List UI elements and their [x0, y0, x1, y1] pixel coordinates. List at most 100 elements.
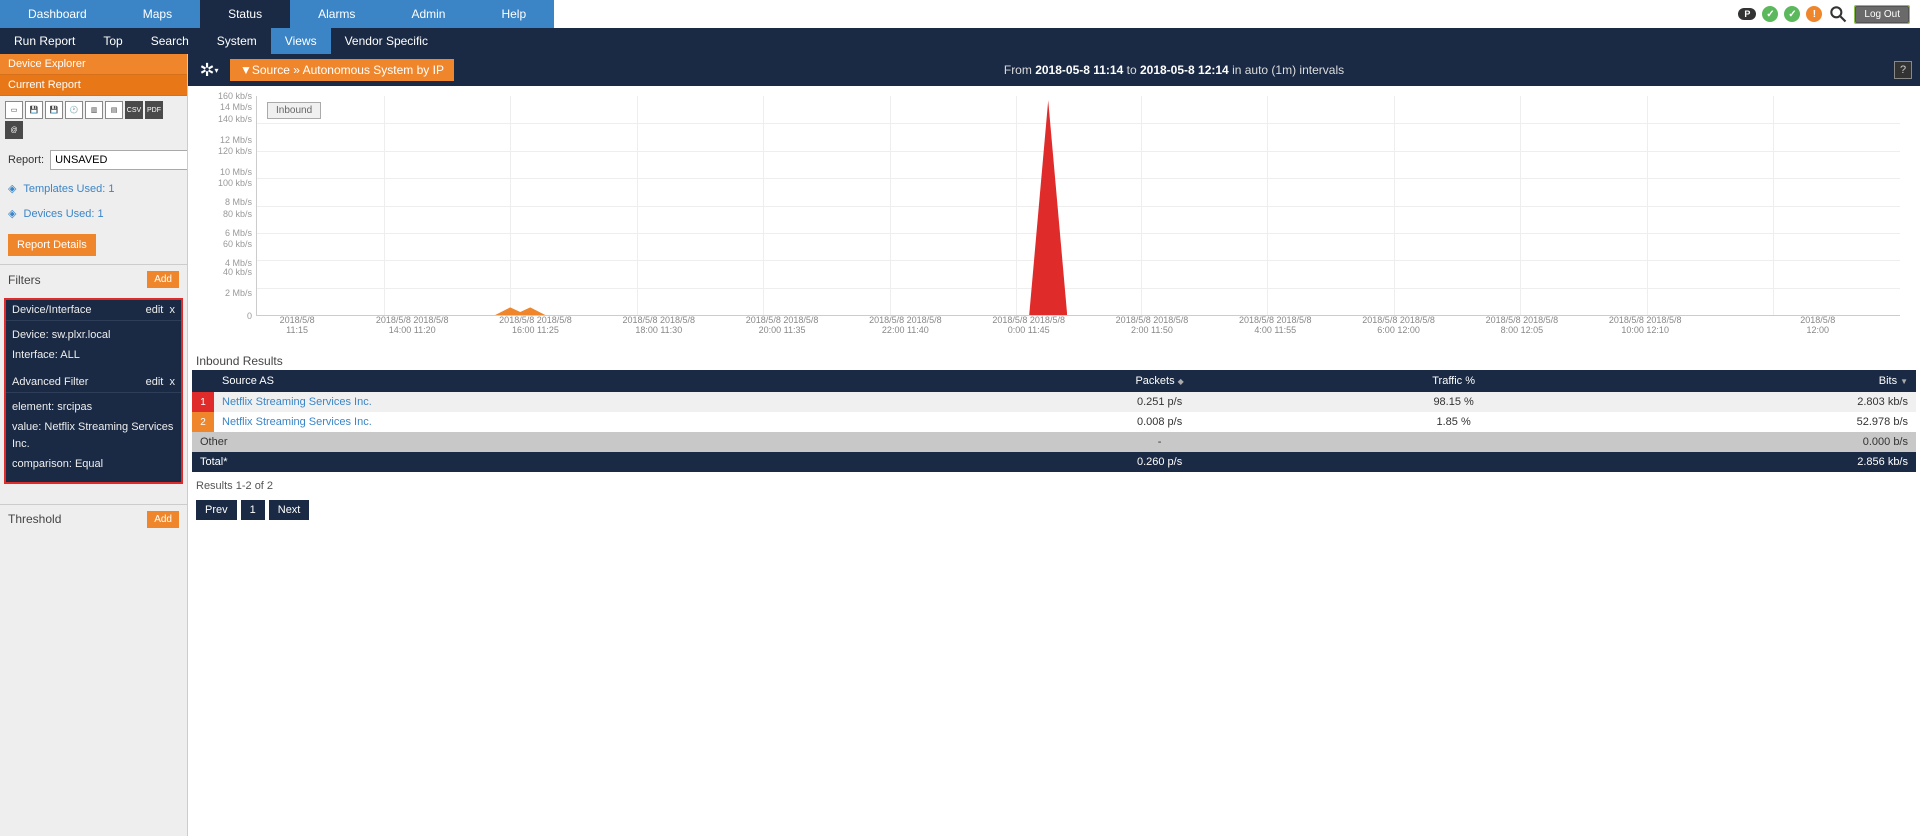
- source-as-link[interactable]: Netflix Streaming Services Inc.: [214, 392, 1006, 412]
- toolbar-icon-6[interactable]: CSV: [125, 101, 143, 119]
- cell-bits: 2.803 kb/s: [1594, 392, 1916, 412]
- col-index: [192, 370, 214, 392]
- chart-plot: Inbound: [256, 96, 1900, 316]
- toolbar-icon-8[interactable]: @: [5, 121, 23, 139]
- help-icon[interactable]: ?: [1894, 61, 1912, 79]
- tab-maps[interactable]: Maps: [115, 0, 200, 28]
- y-tick: 140 kb/s: [208, 114, 252, 124]
- chart-x-axis: 2018/5/811:152018/5/8 2018/5/814:00 11:2…: [256, 316, 1900, 344]
- device-explorer-header[interactable]: Device Explorer: [0, 54, 187, 75]
- filter1-edit-link[interactable]: edit: [146, 304, 164, 316]
- x-tick: 2018/5/8 2018/5/82:00 11:50: [1116, 316, 1189, 336]
- x-tick: 2018/5/8 2018/5/86:00 12:00: [1362, 316, 1435, 336]
- row-index: 1: [192, 392, 214, 412]
- col-traffic[interactable]: Traffic %: [1313, 370, 1594, 392]
- col-packets[interactable]: Packets◆: [1006, 370, 1313, 392]
- filters-section: Filters Add: [0, 264, 187, 294]
- report-name-input[interactable]: [50, 150, 188, 170]
- devices-used-row[interactable]: ◈ Devices Used: 1: [0, 201, 187, 226]
- col-source-as[interactable]: Source AS: [214, 370, 1006, 392]
- top-nav-tabs: DashboardMapsStatusAlarmsAdminHelp: [0, 0, 554, 28]
- subnav-system[interactable]: System: [203, 28, 271, 54]
- cell-traffic: 98.15 %: [1313, 392, 1594, 412]
- subnav-vendor-specific[interactable]: Vendor Specific: [331, 28, 442, 54]
- toolbar-icon-5[interactable]: ▤: [105, 101, 123, 119]
- x-tick: 2018/5/8 2018/5/80:00 11:45: [992, 316, 1065, 336]
- logout-button[interactable]: Log Out: [1855, 6, 1909, 23]
- tab-admin[interactable]: Admin: [383, 0, 473, 28]
- current-report-header[interactable]: Current Report: [0, 75, 187, 96]
- prev-button[interactable]: Prev: [196, 500, 237, 520]
- search-icon[interactable]: [1828, 4, 1848, 24]
- cell-packets: 0.251 p/s: [1006, 392, 1313, 412]
- x-tick: 2018/5/8 2018/5/88:00 12:05: [1486, 316, 1559, 336]
- report-label: Report:: [8, 154, 44, 166]
- pager-info: Results 1-2 of 2: [196, 480, 273, 492]
- devices-count: 1: [98, 208, 104, 220]
- y-tick: 8 Mb/s: [208, 197, 252, 207]
- filter1-title: Device/Interface: [12, 304, 91, 316]
- x-tick: 2018/5/812:00: [1800, 316, 1835, 336]
- toolbar-icon-2[interactable]: 💾: [45, 101, 63, 119]
- add-threshold-button[interactable]: Add: [147, 511, 179, 528]
- tab-alarms[interactable]: Alarms: [290, 0, 383, 28]
- results-table: Source AS Packets◆ Traffic % Bits▼ 1 Net…: [192, 370, 1916, 472]
- report-details-button[interactable]: Report Details: [8, 234, 96, 256]
- expand-icon: ◈: [8, 208, 16, 220]
- status-warn-icon: !: [1806, 6, 1822, 22]
- filter2-element: element: srcipas: [12, 399, 175, 417]
- toolbar-icon-3[interactable]: 🕐: [65, 101, 83, 119]
- y-tick: 80 kb/s: [208, 209, 252, 219]
- cell-bits: 52.978 b/s: [1594, 412, 1916, 432]
- results-title: Inbound Results: [192, 348, 1916, 370]
- add-filter-button[interactable]: Add: [147, 271, 179, 288]
- y-tick: 10 Mb/s: [208, 167, 252, 177]
- subnav-top[interactable]: Top: [89, 28, 136, 54]
- filter2-comparison: comparison: Equal: [12, 456, 175, 474]
- templates-count: 1: [108, 183, 114, 195]
- gear-icon[interactable]: ✲▾: [196, 57, 222, 83]
- toolbar-icon-4[interactable]: ▥: [85, 101, 103, 119]
- x-tick: 2018/5/8 2018/5/818:00 11:30: [622, 316, 695, 336]
- subnav-search[interactable]: Search: [137, 28, 203, 54]
- filter2-value: value: Netflix Streaming Services Inc.: [12, 419, 175, 454]
- col-bits[interactable]: Bits▼: [1594, 370, 1916, 392]
- filter1-close-icon[interactable]: x: [170, 304, 176, 316]
- time-range: From 2018-05-8 11:14 to 2018-05-8 12:14 …: [462, 63, 1886, 77]
- pagination: Results 1-2 of 2: [192, 472, 1916, 500]
- templates-used-row[interactable]: ◈ Templates Used: 1: [0, 176, 187, 201]
- total-label: Total*: [192, 452, 1006, 472]
- tab-dashboard[interactable]: Dashboard: [0, 0, 115, 28]
- sidebar: Device Explorer Current Report ▭💾💾🕐▥▤CSV…: [0, 54, 188, 836]
- table-row: 1 Netflix Streaming Services Inc. 0.251 …: [192, 392, 1916, 412]
- y-tick: 12 Mb/s: [208, 135, 252, 145]
- sidebar-toolbar: ▭💾💾🕐▥▤CSVPDF@: [0, 96, 187, 144]
- filter2-close-icon[interactable]: x: [170, 376, 176, 388]
- subnav-views[interactable]: Views: [271, 28, 331, 54]
- chart-y-axis: 160 kb/s14 Mb/s140 kb/s12 Mb/s120 kb/s10…: [208, 96, 256, 316]
- logout-wrap: Log Out: [1854, 5, 1910, 24]
- other-label: Other: [192, 432, 1006, 452]
- filters-title: Filters: [8, 273, 41, 287]
- tab-status[interactable]: Status: [200, 0, 290, 28]
- toolbar-icon-7[interactable]: PDF: [145, 101, 163, 119]
- row-index: 2: [192, 412, 214, 432]
- y-tick: 100 kb/s: [208, 178, 252, 188]
- filter2-edit-link[interactable]: edit: [146, 376, 164, 388]
- y-tick: 0: [208, 311, 252, 321]
- tab-help[interactable]: Help: [473, 0, 554, 28]
- badge-p-icon: P: [1738, 8, 1756, 20]
- y-tick: 60 kb/s: [208, 239, 252, 249]
- page-1-button[interactable]: 1: [241, 500, 265, 520]
- next-button[interactable]: Next: [269, 500, 310, 520]
- toolbar-icon-1[interactable]: 💾: [25, 101, 43, 119]
- filter1-device: Device: sw.plxr.local: [12, 327, 175, 345]
- filter2-title: Advanced Filter: [12, 376, 88, 388]
- cell-packets: 0.008 p/s: [1006, 412, 1313, 432]
- y-tick: 160 kb/s: [208, 91, 252, 101]
- source-as-link[interactable]: Netflix Streaming Services Inc.: [214, 412, 1006, 432]
- table-row-other: Other - 0.000 b/s: [192, 432, 1916, 452]
- toolbar-icon-0[interactable]: ▭: [5, 101, 23, 119]
- subnav-run-report[interactable]: Run Report: [0, 28, 89, 54]
- breadcrumb[interactable]: ▼Source » Autonomous System by IP: [230, 59, 454, 81]
